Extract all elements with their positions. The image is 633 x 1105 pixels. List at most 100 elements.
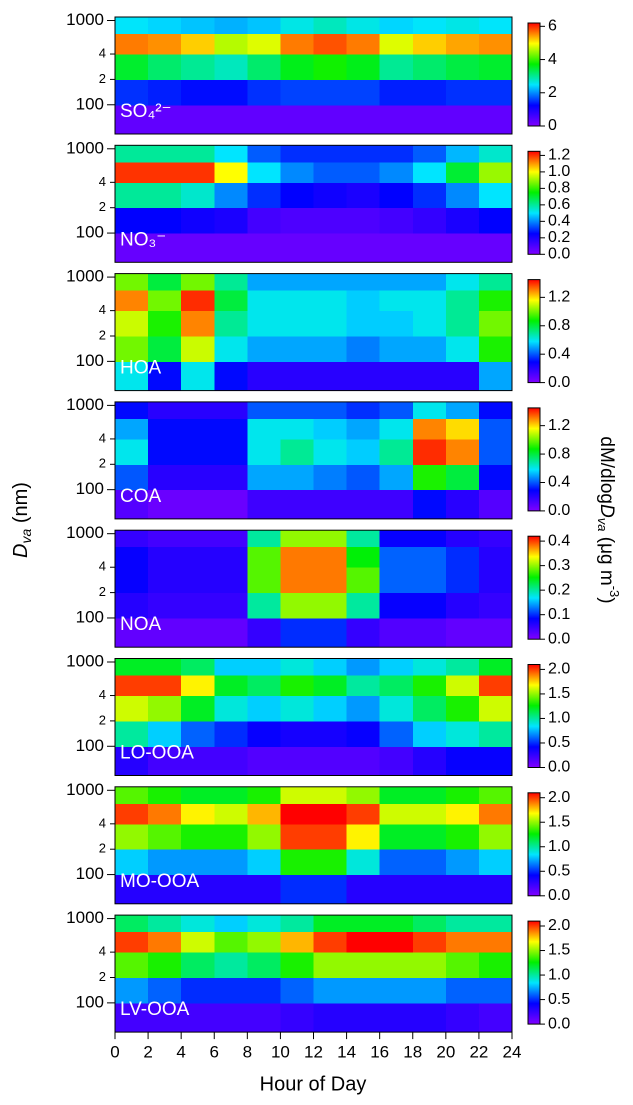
heatmap-cell: [115, 182, 149, 209]
heatmap-cell: [445, 977, 480, 1004]
heatmap-cell: [214, 915, 248, 933]
heatmap-cell: [313, 931, 348, 953]
heatmap-cell: [313, 310, 348, 337]
heatmap-cell: [478, 290, 512, 312]
heatmap-cell: [445, 104, 480, 134]
heatmap-cell: [181, 290, 215, 312]
heatmap-cell: [148, 592, 182, 619]
heatmap-cell: [280, 849, 314, 876]
heatmap: [115, 273, 512, 391]
heatmap-cell: [181, 145, 215, 163]
heatmap-cell: [181, 438, 215, 465]
heatmap-cell: [115, 823, 149, 850]
heatmap-cell: [412, 746, 447, 776]
y-tick-label: 4: [99, 45, 106, 60]
heatmap-cell: [478, 401, 512, 419]
heatmap-cell: [445, 658, 480, 676]
heatmap-cell: [412, 273, 447, 291]
heatmap-cell: [478, 567, 512, 594]
heatmap-cell: [445, 931, 480, 953]
heatmap-cell: [181, 874, 215, 904]
heatmap-cell: [214, 233, 248, 263]
heatmap-cell: [379, 977, 414, 1004]
heatmap-cell: [379, 592, 414, 619]
heatmap-cell: [214, 823, 248, 850]
heatmap-cell: [445, 273, 480, 291]
heatmap-cell: [280, 438, 314, 465]
heatmap-cell: [214, 401, 248, 419]
heatmap-cell: [346, 746, 381, 776]
y-tick-label: 1000: [66, 138, 104, 157]
heatmap-cell: [280, 1002, 314, 1033]
heatmap-cell: [247, 336, 281, 362]
heatmap-cell: [313, 233, 348, 263]
heatmap-cell: [379, 438, 414, 465]
heatmap-cell: [478, 207, 512, 234]
heatmap-cell: [247, 161, 281, 183]
panel-label: LO-OOA: [120, 743, 194, 764]
heatmap-cell: [280, 233, 314, 263]
heatmap-cell: [247, 567, 281, 594]
heatmap-cell: [412, 233, 447, 263]
heatmap-cell: [445, 1002, 480, 1033]
heatmap-cell: [346, 675, 381, 697]
heatmap-cell: [115, 915, 149, 933]
y-tick-label: 2: [99, 199, 106, 214]
heatmap-cell: [379, 233, 414, 263]
colorbar-tick-label: 0.0: [548, 374, 570, 391]
heatmap-cell: [247, 207, 281, 234]
colorbar-tick-label: 1.5: [548, 813, 570, 830]
heatmap-cell: [313, 33, 348, 55]
heatmap-cell: [148, 104, 182, 134]
heatmap-cell: [148, 720, 182, 747]
heatmap-cell: [478, 182, 512, 209]
heatmap-cell: [247, 952, 281, 978]
heatmap-cell: [346, 803, 381, 825]
heatmap-cell: [478, 104, 512, 134]
y-label-part: (nm): [10, 482, 32, 529]
y-tick-label: 4: [99, 174, 106, 189]
heatmap-cell: [280, 464, 314, 491]
heatmap-cell: [280, 746, 314, 776]
heatmap-cell: [214, 592, 248, 619]
colorbar: [527, 22, 541, 127]
y-tick-label: 4: [99, 687, 106, 702]
heatmap-cell: [148, 567, 182, 594]
heatmap-cell: [346, 290, 381, 312]
heatmap-cell: [478, 145, 512, 163]
heatmap-cell: [280, 617, 314, 648]
x-tick-label: 2: [143, 1043, 152, 1062]
panel-label: LV-OOA: [120, 999, 190, 1020]
heatmap-cell: [379, 418, 414, 440]
heatmap-cell: [148, 952, 182, 978]
colorbar-tick-label: 0.0: [548, 759, 570, 776]
y-tick-label: 1000: [66, 780, 104, 799]
x-tick-label: 22: [469, 1043, 488, 1062]
heatmap-cell: [181, 617, 215, 648]
heatmap-cell: [214, 104, 248, 134]
heatmap-cell: [181, 17, 215, 35]
colorbar: [527, 664, 541, 768]
heatmap-cell: [445, 546, 480, 568]
heatmap-cell: [478, 915, 512, 933]
heatmap-cell: [181, 161, 215, 183]
x-tick-label: 0: [110, 1043, 119, 1062]
heatmap-cell: [280, 418, 314, 440]
x-tick-label: 10: [271, 1043, 290, 1062]
heatmap: [115, 530, 512, 648]
colorbar-tick-label: 0.8: [548, 317, 570, 334]
y-tick-label: 100: [76, 864, 104, 883]
heatmap-cell: [313, 915, 348, 933]
y-tick-label: 4: [99, 302, 106, 317]
heatmap-cell: [148, 803, 182, 825]
heatmap-cell: [412, 54, 447, 80]
colorbar-tick-label: 0.4: [548, 474, 570, 491]
heatmap-cell: [115, 233, 149, 263]
heatmap-cell: [379, 273, 414, 291]
heatmap-cell: [346, 695, 381, 722]
heatmap-cell: [346, 182, 381, 209]
heatmap-cell: [478, 33, 512, 55]
heatmap-cell: [148, 79, 182, 106]
colorbar-tick-label: 1.0: [548, 163, 570, 180]
heatmap-cell: [181, 592, 215, 619]
